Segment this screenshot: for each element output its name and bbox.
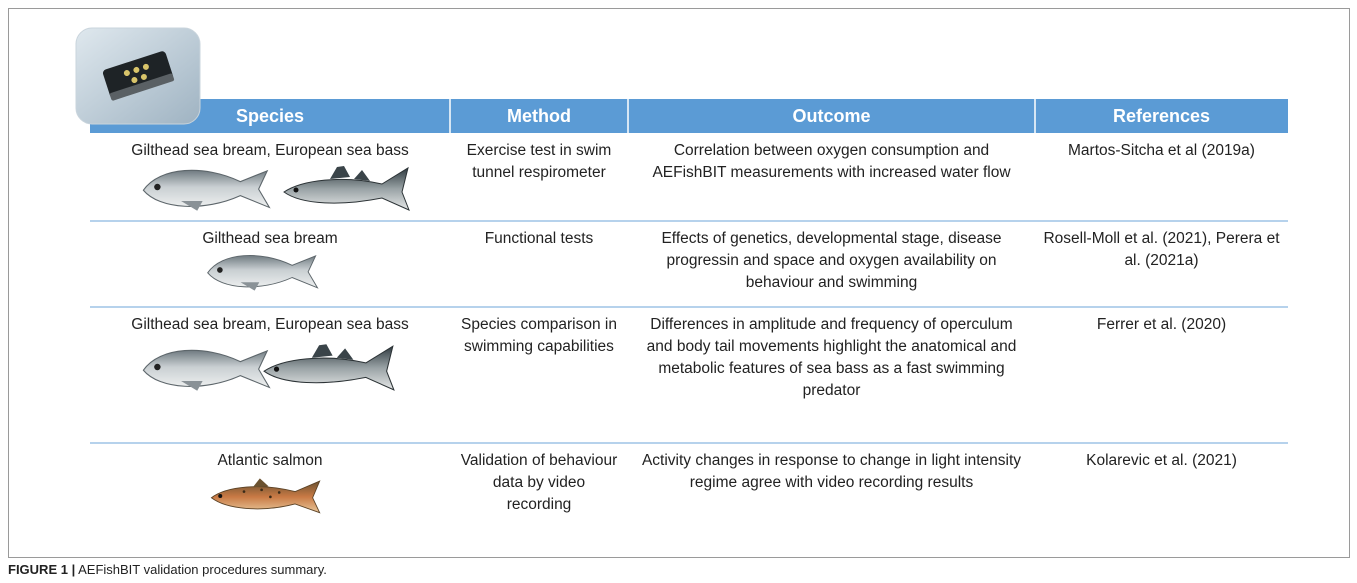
column-header: Species [235,106,305,126]
method-cell: Functional tests [484,230,594,247]
species-cell: Gilthead sea bream, European sea bass [131,316,409,333]
species-cell: Atlantic salmon [217,452,323,469]
outcome-cell: Effects of genetics, developmental stage… [661,230,1002,291]
reference-cell: Kolarevic et al. (2021) [1086,452,1237,469]
figure-frame [8,8,1350,558]
outcome-cell: Differences in amplitude and frequency o… [646,316,1017,399]
column-header: Method [507,106,571,126]
species-cell: Gilthead sea bream, European sea bass [131,142,409,159]
method-cell: Species comparison in swimming capabilit… [461,316,617,355]
reference-cell: Rosell-Moll et al. (2021), Perera et al.… [1043,230,1280,269]
fish-image [210,477,321,514]
figure-label: FIGURE 1 | [8,562,76,577]
outcome-cell: Activity changes in response to change i… [641,452,1022,491]
method-cell: Validation of behaviour data by video re… [460,452,618,513]
figure-caption: FIGURE 1 | AEFishBIT validation procedur… [8,562,327,577]
method-cell: Exercise test in swim tunnel respiromete… [466,142,612,181]
fish-image [263,343,395,391]
fish-image [142,169,270,212]
species-cell: Gilthead sea bream [202,230,338,247]
fish-image [207,254,318,292]
device-icon [75,27,201,125]
column-header: Outcome [792,106,871,126]
outcome-cell: Correlation between oxygen consumption a… [652,142,1011,181]
caption-text: AEFishBIT validation procedures summary. [78,562,327,577]
fish-image [142,349,270,392]
column-header: References [1112,106,1211,126]
header-band [90,99,1288,133]
reference-cell: Ferrer et al. (2020) [1096,316,1227,333]
reference-cell: Martos-Sitcha et al (2019a) [1068,142,1255,159]
fish-image [283,165,410,211]
